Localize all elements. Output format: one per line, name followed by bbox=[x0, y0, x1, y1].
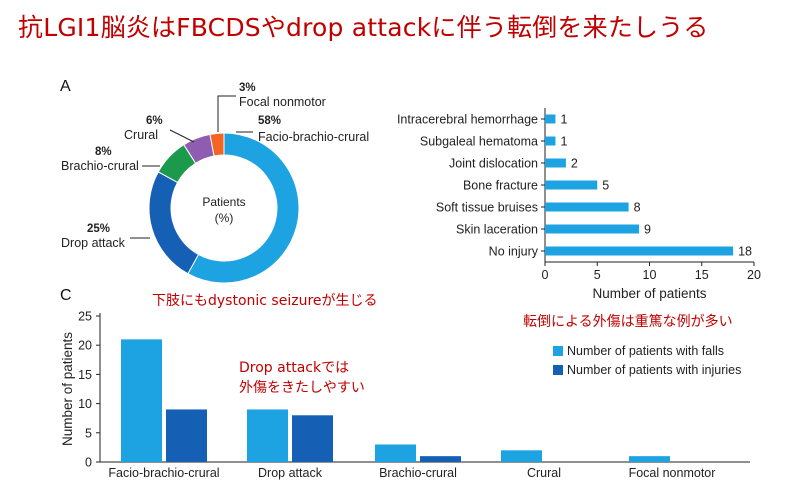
bar-b-bar-1 bbox=[545, 136, 556, 146]
bar-c-ytick-label: 10 bbox=[78, 397, 92, 411]
donut-center-unit: (%) bbox=[215, 211, 234, 225]
bar-c-ytick-label: 25 bbox=[78, 310, 92, 324]
bar-c-category-label: Drop attack bbox=[258, 466, 323, 480]
bar-b-value-label: 2 bbox=[571, 157, 578, 171]
bar-b-value-label: 9 bbox=[644, 223, 651, 237]
bar-c-legend-swatch-0 bbox=[553, 346, 563, 356]
bar-c-ylabel: Number of patients bbox=[60, 332, 75, 446]
bar-c-legend-label-0: Number of patients with falls bbox=[567, 344, 724, 358]
bar-c-bar-s1-0 bbox=[166, 409, 207, 462]
bar-b-xtick-label: 10 bbox=[643, 268, 657, 282]
bar-c-bar-s1-2 bbox=[420, 456, 461, 462]
bar-b-category-label: Intracerebral hemorrhage bbox=[397, 113, 538, 127]
bar-c-legend-swatch-1 bbox=[553, 365, 563, 375]
bar-b-value-label: 18 bbox=[738, 245, 752, 259]
slice-label-brachio-crural: Brachio-crural bbox=[61, 159, 139, 173]
slice-percent-crural: 6% bbox=[146, 115, 163, 127]
bar-c-ytick-label: 20 bbox=[78, 339, 92, 353]
slide-title: 抗LGI1脳炎はFBCDSやdrop attackに伴う転倒を来たしうる bbox=[18, 13, 709, 42]
bar-b-value-label: 1 bbox=[560, 135, 567, 149]
note-drop-attack-line1: Drop attackでは bbox=[239, 360, 350, 376]
donut-slice-drop-attack bbox=[148, 171, 200, 275]
bar-b-category-label: Soft tissue bruises bbox=[436, 201, 538, 215]
bar-b-bar-4 bbox=[545, 202, 629, 212]
donut-slice-facio-brachio-crural bbox=[187, 132, 300, 284]
bar-b-bar-6 bbox=[545, 246, 734, 256]
slice-percent-focal-nonmotor: 3% bbox=[239, 82, 256, 94]
bar-b-xtick-label: 0 bbox=[542, 268, 549, 282]
bar-c-category-label: Brachio-crural bbox=[379, 466, 457, 480]
bar-b-xtick-label: 15 bbox=[695, 268, 709, 282]
bar-c-bar-s0-1 bbox=[247, 409, 288, 462]
bar-c-category-label: Crural bbox=[527, 466, 561, 480]
panel-label-a: A bbox=[60, 78, 71, 95]
donut-slice-focal-nonmotor bbox=[209, 132, 225, 157]
bar-b-bar-2 bbox=[545, 158, 566, 168]
leader-line-focal-nonmotor bbox=[217, 95, 236, 132]
bar-b-xtick-label: 20 bbox=[747, 268, 761, 282]
bar-b-category-label: Subgaleal hematoma bbox=[420, 135, 538, 149]
bar-c-bar-s0-2 bbox=[375, 444, 416, 462]
bar-b-bar-5 bbox=[545, 224, 640, 234]
slice-label-facio-brachio-crural: Facio-brachio-crural bbox=[258, 130, 369, 144]
bar-b-category-label: Joint dislocation bbox=[449, 157, 538, 171]
note-injuries: 転倒による外傷は重篤な例が多い bbox=[523, 314, 733, 330]
bar-b-xtick-label: 5 bbox=[594, 268, 601, 282]
slice-percent-facio-brachio-crural: 58% bbox=[258, 115, 281, 127]
bar-b-bar-3 bbox=[545, 180, 598, 190]
bar-b-category-label: No injury bbox=[489, 245, 539, 259]
bar-c-bar-s0-3 bbox=[501, 450, 542, 462]
bar-c-ytick-label: 15 bbox=[78, 368, 92, 382]
bar-b-category-label: Skin laceration bbox=[456, 223, 538, 237]
slice-label-crural: Crural bbox=[124, 128, 158, 142]
leader-line-crural bbox=[169, 129, 195, 143]
donut-center-label: Patients bbox=[202, 195, 245, 209]
bar-c-bar-s0-0 bbox=[121, 339, 162, 462]
bar-c-bar-s1-1 bbox=[292, 415, 333, 462]
slice-label-focal-nonmotor: Focal nonmotor bbox=[239, 95, 326, 109]
bar-c-legend-label-1: Number of patients with injuries bbox=[567, 363, 741, 377]
bar-c-category-label: Facio-brachio-crural bbox=[108, 466, 219, 480]
note-dystonic: 下肢にもdystonic seizureが生じる bbox=[152, 293, 378, 309]
bar-c-ytick-label: 5 bbox=[85, 426, 92, 440]
bar-b-xlabel: Number of patients bbox=[592, 286, 706, 301]
slice-percent-drop-attack: 25% bbox=[87, 223, 110, 235]
bar-c-bar-s0-4 bbox=[629, 456, 670, 462]
bar-b-category-label: Bone fracture bbox=[463, 179, 538, 193]
slice-label-drop-attack: Drop attack bbox=[61, 236, 126, 250]
bar-b-value-label: 5 bbox=[602, 179, 609, 193]
bar-c-ytick-label: 0 bbox=[85, 456, 92, 470]
slice-percent-brachio-crural: 8% bbox=[95, 146, 112, 158]
bar-b-bar-0 bbox=[545, 114, 556, 124]
bar-b-value-label: 8 bbox=[634, 201, 641, 215]
panel-label-c: C bbox=[60, 287, 72, 304]
bar-c-category-label: Focal nonmotor bbox=[629, 466, 716, 480]
note-drop-attack-line2: 外傷をきたしやすい bbox=[239, 380, 365, 396]
bar-b-value-label: 1 bbox=[560, 113, 567, 127]
